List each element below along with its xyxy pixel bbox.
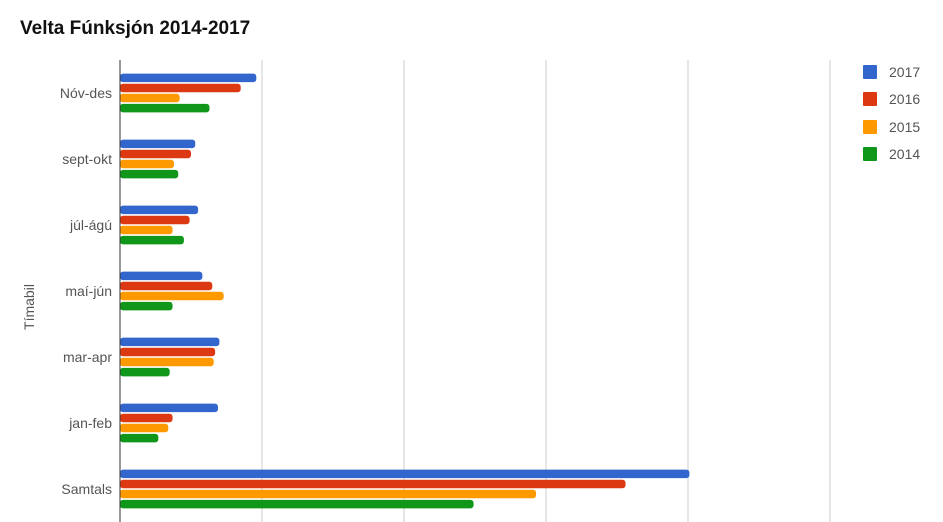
- legend-label: 2015: [889, 118, 921, 135]
- legend-swatch: [863, 92, 877, 107]
- bar-2017-0: [120, 73, 257, 83]
- bar-2017-2: [120, 205, 199, 215]
- bar-2016-2: [120, 215, 190, 225]
- bar-2017-1: [120, 139, 196, 149]
- category-label: júl-ágú: [69, 217, 112, 233]
- legend-item-2014: 2014: [863, 141, 920, 169]
- legend-item-2015: 2015: [863, 113, 920, 141]
- bar-2014-1: [120, 169, 179, 179]
- legend-swatch: [863, 64, 877, 79]
- bar-2016-5: [120, 413, 173, 423]
- bar-2016-0: [120, 83, 241, 93]
- bar-2017-6: [120, 469, 690, 479]
- bar-2014-0: [120, 103, 210, 113]
- legend-item-2016: 2016: [863, 86, 920, 114]
- category-label: mar-apr: [63, 349, 112, 365]
- y-axis-title: Tímabil: [21, 284, 37, 330]
- bar-2015-0: [120, 93, 180, 103]
- bar-2014-2: [120, 235, 184, 245]
- legend-label: 2016: [889, 91, 921, 108]
- legend-label: 2017: [889, 63, 921, 80]
- bar-2014-5: [120, 433, 159, 443]
- category-label: jan-feb: [68, 415, 112, 431]
- bar-2015-2: [120, 225, 173, 235]
- bar-2017-3: [120, 271, 203, 281]
- bar-2016-4: [120, 347, 216, 357]
- bar-2015-4: [120, 357, 214, 367]
- legend-label: 2014: [889, 146, 921, 163]
- bar-2015-5: [120, 423, 169, 433]
- bar-2017-5: [120, 403, 218, 413]
- category-label: Nóv-des: [60, 85, 112, 101]
- bar-2014-4: [120, 367, 170, 377]
- legend-item-2017: 2017: [863, 58, 920, 86]
- legend-swatch: [863, 147, 877, 162]
- bar-2015-1: [120, 159, 174, 169]
- bar-2017-4: [120, 337, 220, 347]
- category-label: sept-okt: [62, 151, 112, 167]
- bar-2016-6: [120, 479, 626, 489]
- bar-2016-3: [120, 281, 213, 291]
- category-label: maí-jún: [65, 283, 112, 299]
- bar-2014-6: [120, 499, 474, 509]
- category-label: Samtals: [61, 481, 112, 497]
- bar-2015-6: [120, 489, 537, 499]
- legend: 2017 2016 2015 2014: [863, 58, 920, 168]
- legend-swatch: [863, 119, 877, 134]
- bar-2015-3: [120, 291, 224, 301]
- bar-2016-1: [120, 149, 191, 159]
- chart-title: Velta Fúnksjón 2014-2017: [20, 18, 251, 39]
- bar-2014-3: [120, 301, 173, 311]
